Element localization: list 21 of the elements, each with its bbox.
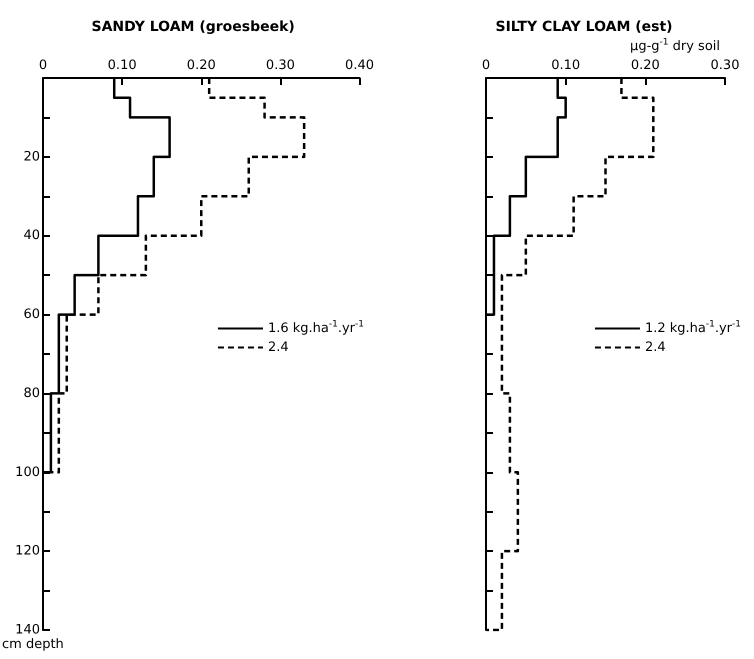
y-tick-label: 20 — [23, 149, 40, 164]
x-tick-label: 0.10 — [551, 58, 580, 73]
y-tick-label: 40 — [23, 228, 40, 244]
chart-title: SANDY LOAM (groesbeek) — [92, 19, 295, 35]
y-tick-label: 100 — [15, 464, 40, 480]
x-tick-label: 0.20 — [186, 58, 216, 73]
x-tick-label: 0.30 — [266, 58, 295, 73]
legend-label: 2.4 — [268, 340, 289, 355]
x-tick-label: 0.30 — [710, 58, 740, 73]
x-tick-label: 0 — [482, 58, 490, 73]
chart-title: SILTY CLAY LOAM (est) — [496, 19, 673, 35]
y-axis-title: cm depth — [2, 637, 64, 652]
legend-label: 2.4 — [644, 340, 666, 355]
y-tick-label: 80 — [23, 386, 40, 401]
y-tick-label: 60 — [23, 307, 40, 322]
x-tick-label: 0.20 — [630, 58, 660, 73]
y-tick-label: 140 — [15, 622, 40, 638]
x-tick-label: 0 — [38, 58, 48, 73]
x-tick-label: 0.10 — [108, 58, 137, 73]
x-tick-label: 0.40 — [345, 58, 374, 73]
y-tick-label: 120 — [15, 544, 40, 559]
